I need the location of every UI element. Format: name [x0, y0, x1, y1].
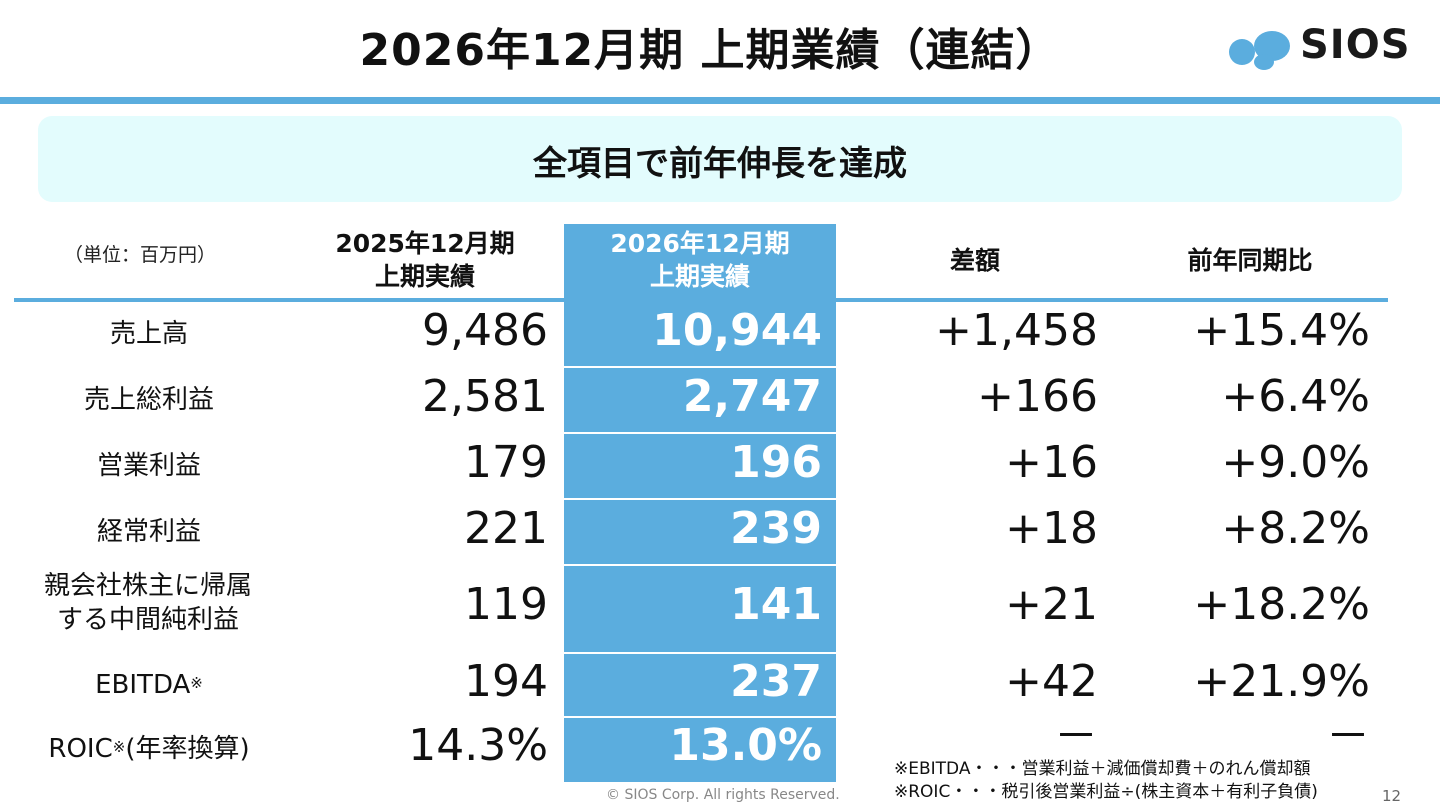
sios-logo-icon: [1229, 31, 1290, 70]
prev-value: 9,486: [422, 305, 548, 356]
row-label: EBITDA※: [0, 668, 298, 702]
curr-value: 2,747: [682, 371, 822, 422]
header-yoy: 前年同期比: [1187, 246, 1313, 275]
diff-value: +21: [1005, 579, 1098, 630]
row-label-text: ROIC: [48, 734, 113, 764]
curr-value: 237: [730, 656, 822, 707]
yoy-value: +8.2%: [1221, 503, 1370, 554]
curr-value: 196: [730, 437, 822, 488]
diff-value: +16: [1005, 437, 1098, 488]
prev-value: 194: [464, 656, 548, 707]
footnote-roic: ※ROIC・・・税引後営業利益÷(株主資本＋有利子負債): [894, 782, 1318, 802]
table-row: 経常利益 221 239 +18 +8.2%: [0, 500, 1440, 564]
row-label: 親会社株主に帰属 する中間純利益: [0, 569, 296, 637]
row-label: 売上高: [109, 319, 188, 349]
curr-value: 239: [730, 503, 822, 554]
table-row: 売上総利益 2,581 2,747 +166 +6.4%: [0, 368, 1440, 432]
table-header-rule: [14, 298, 1388, 302]
yoy-value: +6.4%: [1221, 371, 1370, 422]
curr-value: 13.0%: [669, 720, 822, 771]
prev-value: 14.3%: [408, 720, 548, 771]
table-row: ROIC※(年率換算) 14.3% 13.0% － －: [0, 712, 1440, 782]
row-label-line2: する中間純利益: [56, 605, 239, 635]
row-separator: [564, 432, 836, 434]
yoy-value: +9.0%: [1221, 437, 1370, 488]
footnote-ebitda: ※EBITDA・・・営業利益＋減価償却費＋のれん償却額: [894, 759, 1311, 779]
diff-value: +1,458: [935, 305, 1098, 356]
yoy-value: +18.2%: [1193, 579, 1370, 630]
title-divider: [0, 97, 1440, 104]
table-row: 親会社株主に帰属 する中間純利益 119 141 +21 +18.2%: [0, 566, 1440, 652]
logo-text: SIOS: [1300, 22, 1411, 68]
yoy-value: +15.4%: [1193, 305, 1370, 356]
diff-value: +166: [977, 371, 1098, 422]
prev-value: 221: [464, 503, 548, 554]
diff-value: +18: [1005, 503, 1098, 554]
copyright: © SIOS Corp. All rights Reserved.: [606, 787, 840, 803]
row-label: 営業利益: [96, 451, 201, 481]
page-title: 2026年12月期 上期業績（連結）: [359, 25, 1061, 76]
footnote-mark: ※: [190, 674, 203, 692]
table-row: 売上高 9,486 10,944 +1,458 +15.4%: [0, 302, 1440, 366]
row-separator: [564, 366, 836, 368]
curr-value: 10,944: [652, 305, 822, 356]
row-label-line1: 親会社株主に帰属: [43, 571, 252, 601]
footnote-mark: ※: [112, 738, 126, 756]
row-label-suffix: (年率換算): [125, 734, 250, 764]
diff-value: +42: [1005, 656, 1098, 707]
table-row: 営業利益 179 196 +16 +9.0%: [0, 434, 1440, 498]
header-prev-line2: 上期実績: [374, 262, 475, 291]
table-row: EBITDA※ 194 237 +42 +21.9%: [0, 654, 1440, 716]
header-prev-line1: 2025年12月期: [335, 229, 515, 258]
row-separator: [564, 564, 836, 566]
headline-banner: 全項目で前年伸長を達成: [38, 116, 1402, 202]
header-curr-line2: 上期実績: [649, 262, 750, 291]
header-curr-period: 2026年12月期 上期実績: [564, 227, 836, 293]
row-separator: [564, 498, 836, 500]
row-separator: [564, 716, 836, 718]
unit-note: （単位：百万円）: [64, 244, 217, 266]
header-prev-period: 2025年12月期 上期実績: [300, 227, 550, 293]
diff-value: －: [1054, 711, 1098, 762]
row-label: 売上総利益: [83, 385, 214, 415]
prev-value: 119: [464, 579, 548, 630]
prev-value: 2,581: [422, 371, 548, 422]
prev-value: 179: [464, 437, 548, 488]
footnotes: ※EBITDA・・・営業利益＋減価償却費＋のれん償却額 ※ROIC・・・税引後営…: [894, 758, 1318, 804]
row-separator: [564, 652, 836, 654]
current-period-highlight-column: [564, 224, 836, 782]
banner-text: 全項目で前年伸長を達成: [533, 144, 907, 184]
row-label: 経常利益: [96, 517, 201, 547]
yoy-value: －: [1326, 711, 1370, 762]
row-label-text: EBITDA: [95, 670, 191, 700]
row-label: ROIC※(年率換算): [0, 732, 298, 766]
yoy-value: +21.9%: [1193, 656, 1370, 707]
page-number: 12: [1382, 787, 1402, 805]
header-curr-line1: 2026年12月期: [610, 229, 790, 258]
header-diff: 差額: [949, 246, 1000, 275]
curr-value: 141: [730, 579, 822, 630]
